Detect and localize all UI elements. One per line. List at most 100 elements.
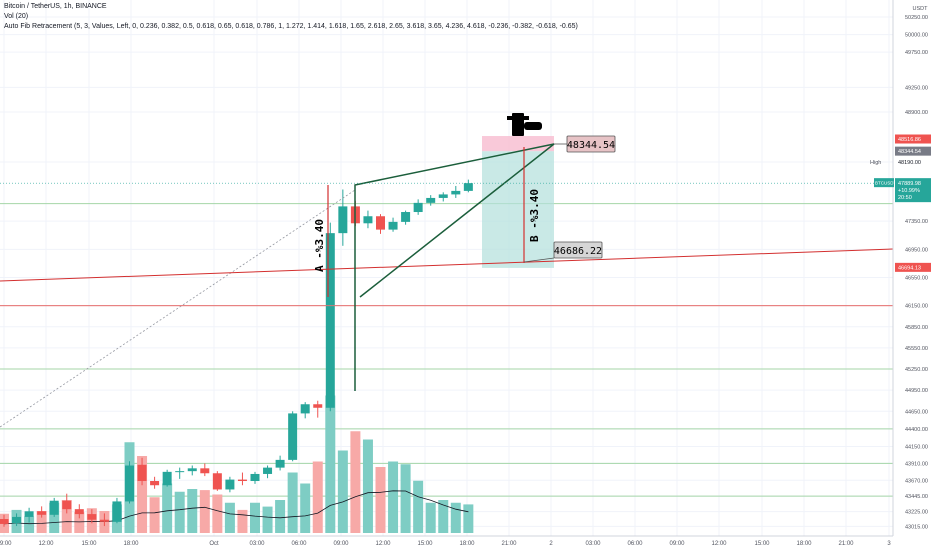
price-change: +10.99% [898, 188, 920, 194]
volume-bar [162, 483, 173, 533]
volume-bar [250, 502, 260, 533]
time-tick: 06:00 [291, 541, 307, 547]
time-tick: 2 [549, 541, 553, 547]
candle-body [363, 216, 373, 224]
time-tick: 21:00 [838, 541, 854, 547]
candle-body [338, 206, 348, 234]
candle-body [263, 467, 273, 474]
candle-body [451, 190, 461, 195]
last-price: 47889.98 [898, 181, 921, 187]
candle-body [275, 459, 285, 468]
candle-body [0, 519, 9, 524]
volume-ma-line [3, 490, 469, 525]
price-tick: 46550.00 [905, 276, 928, 282]
candle-body [24, 511, 34, 517]
volume-bar [438, 500, 449, 533]
time-tick: 09:00 [0, 541, 12, 547]
volume-bar [74, 512, 85, 533]
volume-bar [413, 480, 424, 533]
measure-label-b: B -%3.40 [528, 189, 541, 242]
price-tag-top-bg [895, 134, 931, 144]
price-tag-high-bg [895, 157, 931, 167]
volume-bar [325, 395, 336, 533]
candle-body [37, 511, 47, 515]
time-tick: 06:00 [627, 541, 643, 547]
price-tag-top: 48516.86 [898, 137, 921, 143]
time-tick: 15:00 [754, 541, 770, 547]
price-axis[interactable]: 50250.00 50000.00 49750.00 49250.00 48900.00… [870, 0, 932, 550]
volume-bar [388, 461, 399, 533]
candle-body [313, 404, 323, 408]
last-price-bg [895, 178, 931, 203]
candle-body [99, 519, 109, 522]
candle-body [413, 202, 423, 213]
volume-bar [174, 491, 185, 533]
price-tag-high: 48190.00 [898, 160, 921, 166]
candle-body [388, 221, 398, 230]
volume-bar [362, 439, 373, 533]
price-tick: 43225.00 [905, 510, 928, 516]
price-tick: 44950.00 [905, 388, 928, 394]
volume-bar [287, 472, 298, 533]
volume-bar [425, 502, 436, 533]
price-tick: 45250.00 [905, 367, 928, 373]
price-axis-bg [893, 0, 932, 550]
red-trendline [0, 248, 894, 282]
candle-body [74, 509, 84, 515]
candle-body [112, 501, 122, 522]
time-tick: 18:00 [459, 541, 475, 547]
price-tick: 44400.00 [905, 427, 928, 433]
volume-bar [137, 456, 148, 533]
candle-body [426, 197, 436, 203]
candle-body [12, 516, 22, 524]
price-tick: 43670.00 [905, 478, 928, 484]
volume-bar [49, 502, 60, 533]
target-high-box [566, 135, 616, 153]
time-tick: 12:00 [38, 541, 54, 547]
candle-body [175, 471, 185, 473]
drawings[interactable]: A -%3.40 B -%3.40 48344.54 46686.22 [0, 113, 894, 428]
volume-bars [0, 395, 474, 533]
price-tick: 46150.00 [905, 304, 928, 310]
candle-body [376, 216, 385, 230]
volume-bar [212, 494, 223, 533]
candle-body [250, 473, 260, 482]
volume-bar [375, 467, 386, 533]
candle-body [401, 212, 411, 222]
projection-stop-zone [482, 136, 554, 152]
candle-body [300, 404, 310, 414]
candle-body [463, 183, 473, 191]
candle-body [62, 500, 72, 510]
price-tick: 50000.00 [905, 33, 928, 39]
price-tick: 49750.00 [905, 50, 928, 56]
candle-body [87, 514, 97, 520]
gavel-icon [507, 113, 542, 136]
time-tick: 09:00 [333, 541, 349, 547]
gavel-top [507, 116, 529, 120]
volume-bar [61, 500, 72, 533]
candle-body [187, 468, 197, 472]
bar-countdown: 20:50 [898, 195, 912, 201]
volume-bar [36, 511, 47, 533]
price-tick: 43445.00 [905, 494, 928, 500]
candle-body [237, 479, 247, 482]
measure-label-a: A -%3.40 [313, 219, 326, 272]
candle-body [162, 471, 172, 486]
time-tick: 03:00 [585, 541, 601, 547]
price-tick: 45850.00 [905, 325, 928, 331]
price-tag-target-bg [895, 146, 931, 156]
price-tick: 48900.00 [905, 110, 928, 116]
fib-indicator-label[interactable]: Auto Fib Retracement (5, 3, Values, Left… [4, 23, 578, 30]
price-tag-red-line: 46694.13 [898, 265, 921, 271]
time-tick: Oct [209, 541, 219, 547]
volume-bar [312, 461, 323, 533]
volume-bar [262, 506, 273, 533]
currency-label: USDT [913, 6, 929, 12]
time-axis[interactable]: 09:00 12:00 15:00 18:00 Oct 03:00 06:00 09:00 12… [0, 535, 893, 547]
target-high-label: 48344.54 [567, 140, 615, 151]
volume-bar [187, 489, 198, 533]
volume-indicator-label[interactable]: Vol (20) [4, 13, 29, 20]
high-tag: High [870, 160, 881, 166]
time-tick: 09:00 [669, 541, 685, 547]
